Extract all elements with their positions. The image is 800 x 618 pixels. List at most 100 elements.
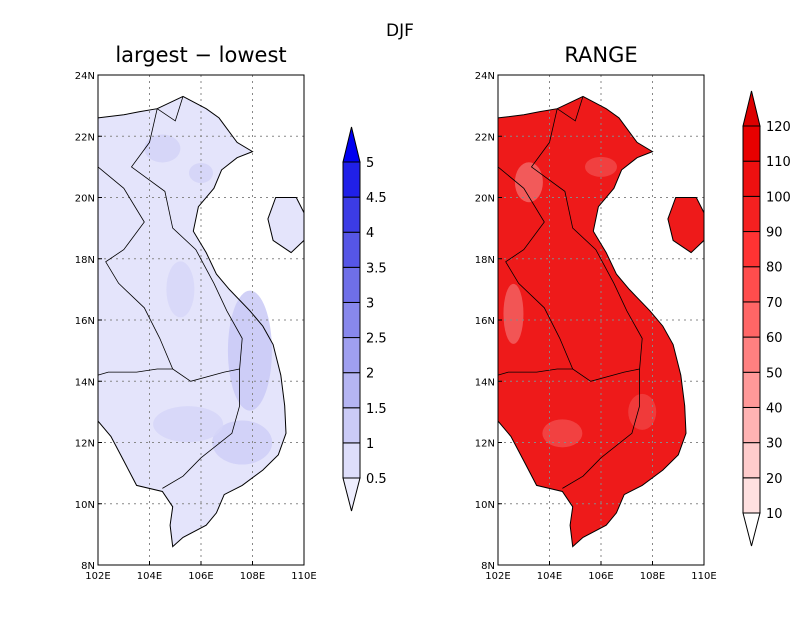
y-tick-label: 12N xyxy=(75,439,95,450)
y-tick-label: 18N xyxy=(475,255,495,266)
colorbar-label: 5 xyxy=(366,156,374,171)
colorbar-label: 50 xyxy=(766,366,783,381)
island-fill xyxy=(667,197,704,253)
y-tick-label: 10N xyxy=(75,500,95,511)
x-tick-label: 106E xyxy=(188,571,213,582)
colorbar-segment xyxy=(742,160,761,197)
season-title: DJF xyxy=(386,21,414,41)
x-tick-label: 108E xyxy=(240,571,265,582)
colorbar-label: 3 xyxy=(366,296,374,311)
x-tick-label: 102E xyxy=(85,571,110,582)
x-tick-label: 104E xyxy=(137,571,162,582)
x-tick-label: 108E xyxy=(640,571,665,582)
colorbar-label: 0.5 xyxy=(366,472,387,487)
value-blob xyxy=(144,134,181,163)
colorbar-segment xyxy=(342,231,361,268)
colorbar-label: 4.5 xyxy=(366,191,387,206)
colorbar-segment xyxy=(342,196,361,233)
y-axis-ticks: 8N 10N 12N 14N 16N 18N 20N 22N 24N xyxy=(475,71,502,572)
colorbar-label: 20 xyxy=(766,472,783,487)
country-border xyxy=(556,96,584,122)
x-tick-label: 102E xyxy=(485,571,510,582)
y-tick-label: 22N xyxy=(75,132,95,143)
colorbar-segment xyxy=(742,336,761,373)
colorbar-segment xyxy=(742,266,761,303)
colorbar-segment xyxy=(742,371,761,408)
country-border xyxy=(97,166,240,382)
y-tick-label: 12N xyxy=(475,439,495,450)
y-tick-label: 20N xyxy=(75,194,95,205)
island-fill xyxy=(267,197,304,253)
panel-largest-lowest: largest − lowest 102E 104E 106E 108E 110E 8N… xyxy=(75,43,387,582)
y-axis-ticks: 8N 10N 12N 14N 16N 18N 20N 22N 24N xyxy=(75,71,102,572)
coastline xyxy=(97,95,287,548)
value-blob xyxy=(514,162,543,203)
data-field-a xyxy=(98,96,304,547)
island-outline xyxy=(667,197,705,254)
colorbar-label: 120 xyxy=(766,120,791,135)
value-blob xyxy=(503,283,524,344)
colorbar-label: 80 xyxy=(766,261,783,276)
x-tick-label: 110E xyxy=(691,571,716,582)
y-tick-label: 14N xyxy=(475,377,495,388)
value-blob xyxy=(542,419,583,448)
country-border xyxy=(497,368,573,376)
panel-title: largest − lowest xyxy=(115,43,286,67)
colorbar-segment xyxy=(342,372,361,409)
coastline xyxy=(497,95,687,548)
colorbar-label: 4 xyxy=(366,226,374,241)
colorbar-label: 70 xyxy=(766,296,783,311)
colorbar-segment xyxy=(742,301,761,338)
colorbar-segment xyxy=(742,195,761,233)
country-border xyxy=(130,108,243,489)
island-outline xyxy=(267,197,305,254)
country-border xyxy=(156,96,184,122)
panel-range: RANGE 102E 104E 106E 108E 110E 8N 10N 12N 14N 16… xyxy=(475,43,791,582)
colorbar-segment xyxy=(342,161,361,198)
colorbar-segment xyxy=(342,266,361,303)
colorbar-extend-low xyxy=(342,477,361,512)
colorbar-label: 40 xyxy=(766,401,783,416)
y-tick-label: 24N xyxy=(475,71,495,82)
colorbar-a: 0.5 1 1.5 2 2.5 3 3.5 4 4.5 5 xyxy=(342,126,387,512)
colorbar-segment xyxy=(342,301,361,339)
y-tick-label: 18N xyxy=(75,255,95,266)
y-tick-label: 16N xyxy=(75,316,95,327)
colorbar-label: 90 xyxy=(766,226,783,241)
colorbar-label: 100 xyxy=(766,190,791,205)
colorbar-label: 2.5 xyxy=(366,332,387,347)
colorbar-segment xyxy=(742,442,761,479)
colorbar-extend-low xyxy=(742,512,761,547)
country-border xyxy=(97,368,173,376)
value-blob xyxy=(153,406,224,443)
x-tick-label: 106E xyxy=(588,571,613,582)
y-tick-label: 8N xyxy=(81,561,95,572)
colorbar-label: 1 xyxy=(366,437,374,452)
panel-title: RANGE xyxy=(564,43,637,67)
x-tick-label: 110E xyxy=(291,571,316,582)
coastline-a xyxy=(97,95,305,548)
colorbar-extend-high xyxy=(742,90,761,127)
y-tick-label: 8N xyxy=(481,561,495,572)
colorbar-label: 10 xyxy=(766,507,783,522)
x-tick-label: 104E xyxy=(537,571,562,582)
y-tick-label: 16N xyxy=(475,316,495,327)
y-tick-label: 10N xyxy=(475,500,495,511)
value-blob xyxy=(227,290,272,411)
colorbar-segment xyxy=(342,337,361,374)
coastline-b xyxy=(497,95,705,548)
value-blob xyxy=(166,261,195,318)
colorbar-segment xyxy=(342,442,361,479)
y-tick-label: 24N xyxy=(75,71,95,82)
colorbar-segment xyxy=(342,407,361,444)
x-axis-ticks: 102E 104E 106E 108E 110E xyxy=(485,561,717,582)
colorbar-label: 60 xyxy=(766,331,783,346)
colorbar-segment xyxy=(742,406,761,444)
colorbar-label: 2 xyxy=(366,367,374,382)
colorbar-extend-high xyxy=(342,126,361,163)
country-border xyxy=(497,166,640,382)
y-tick-label: 14N xyxy=(75,377,95,388)
colorbar-segment xyxy=(742,125,761,162)
colorbar-label: 3.5 xyxy=(366,261,387,276)
